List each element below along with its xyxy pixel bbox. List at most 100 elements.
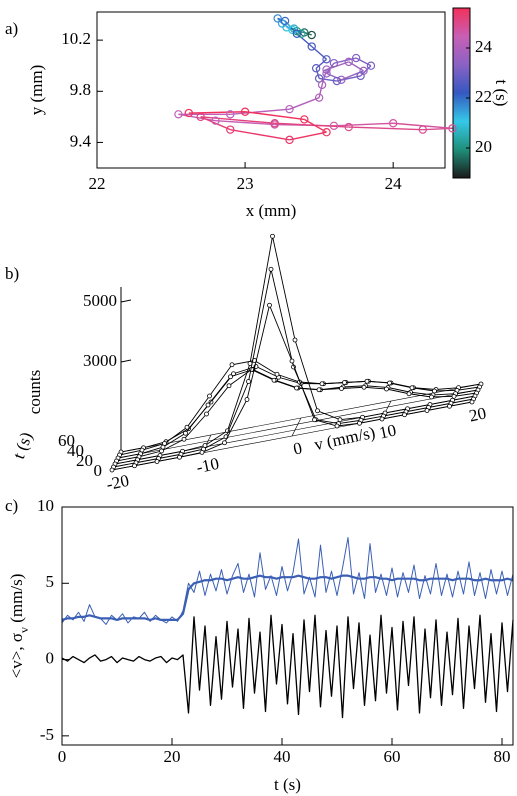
x-tick-label: 23 [237,174,254,193]
trajectory-point [344,122,353,132]
trajectory-point [388,119,398,128]
count-point [432,388,437,394]
count-point [246,379,251,384]
panel-label: b) [5,264,19,283]
z-tick-label: 5000 [83,291,117,310]
count-point [229,362,235,368]
y-axis-label-part: v [17,627,31,633]
x-tick-label: 0 [58,747,67,766]
count-point [294,385,299,391]
panel-label: a) [5,19,18,38]
trajectory-point [322,55,331,64]
x-tick-label: 24 [385,174,403,193]
plot-frame [61,506,514,746]
count-point [364,378,370,384]
count-point [379,416,385,422]
trajectory-point [307,30,316,40]
trajectory-point [226,110,235,119]
x-tick-label: 20 [467,403,488,425]
x-tick-label: 10 [377,420,398,442]
trajectory-point [322,69,331,78]
trajectory-point [196,112,205,122]
trajectory-segment [289,131,327,141]
z-tick-label: 3000 [83,351,117,370]
count-point [384,386,389,392]
trajectory-segment [333,122,394,127]
trajectory-point [174,110,183,119]
z-axis-label: counts [25,370,44,414]
count-point [402,412,407,418]
count-point [109,467,115,473]
y-tick-label: 9.4 [70,131,92,150]
count-point [204,411,209,417]
count-point [339,386,344,391]
trajectory-point [344,57,353,67]
trajectory-point [211,116,220,125]
y-tick-label: 0 [94,461,103,480]
trajectory-point [285,135,294,145]
count-point [244,397,250,402]
trajectory-segment [274,122,349,128]
y-tick-label: 20 [76,451,93,470]
trajectory-point [359,66,368,76]
x-axis-label: v (mm/s) [312,423,376,454]
y-tick-label: 40 [67,441,84,460]
trajectory-point [226,125,235,134]
y-tick-label: -5 [40,725,54,744]
count-point [312,417,317,423]
count-point [451,393,457,399]
y-tick-label: 10 [37,496,54,515]
count-point [289,358,295,364]
x-tick-label: -20 [105,471,131,494]
count-point [267,302,272,308]
count-point [361,384,367,390]
x-tick-label: 22 [89,174,106,193]
colorbar-tick-label: 24 [475,37,493,56]
y-tick-label: 0 [46,648,55,667]
y-tick-label: 5 [46,572,55,591]
count-point [207,393,212,399]
trajectory-point [285,104,294,114]
count-point [316,387,322,393]
trajectory-point [418,125,427,134]
count-point [424,408,430,413]
trajectory-point [184,108,194,118]
y-axis-label: <v>, σv (mm/s) [7,574,31,679]
y-axis-label-part: <v>, σ [7,633,26,678]
floor-grid-line [291,417,302,437]
x-tick-label: 80 [494,747,511,766]
trajectory-segment [318,84,323,98]
x-axis-label: t (s) [274,775,301,794]
trajectory-segment [230,108,290,115]
trajectory-segment [315,58,327,69]
colorbar-label: t (s) [492,80,511,107]
count-point [342,380,347,385]
series-line [61,574,514,621]
trajectory-point [300,115,309,124]
count-point [132,463,137,469]
y-axis-label-part: (mm/s) [7,574,26,627]
x-axis-label: x (mm) [246,201,297,220]
trajectory-point [448,124,457,133]
trajectory-segment [315,68,320,79]
trajectory-point [273,14,282,23]
count-point [154,459,160,464]
count-point [315,408,320,414]
trajectory-point [351,53,361,63]
trajectory-segment [319,77,337,82]
count-point [228,374,233,380]
count-point [205,402,211,408]
trajectory-point [292,29,302,38]
count-point [268,266,274,272]
trajectory [174,14,457,145]
trajectory-point [307,42,316,51]
count-point [159,448,164,454]
trajectory-segment [303,118,327,133]
trajectory-segment [321,69,328,86]
y-tick-label: 60 [58,431,75,450]
trajectory-segment [348,126,423,131]
trajectory-point [280,16,290,26]
trajectory-segment [230,128,290,141]
trajectory-point [297,29,306,38]
